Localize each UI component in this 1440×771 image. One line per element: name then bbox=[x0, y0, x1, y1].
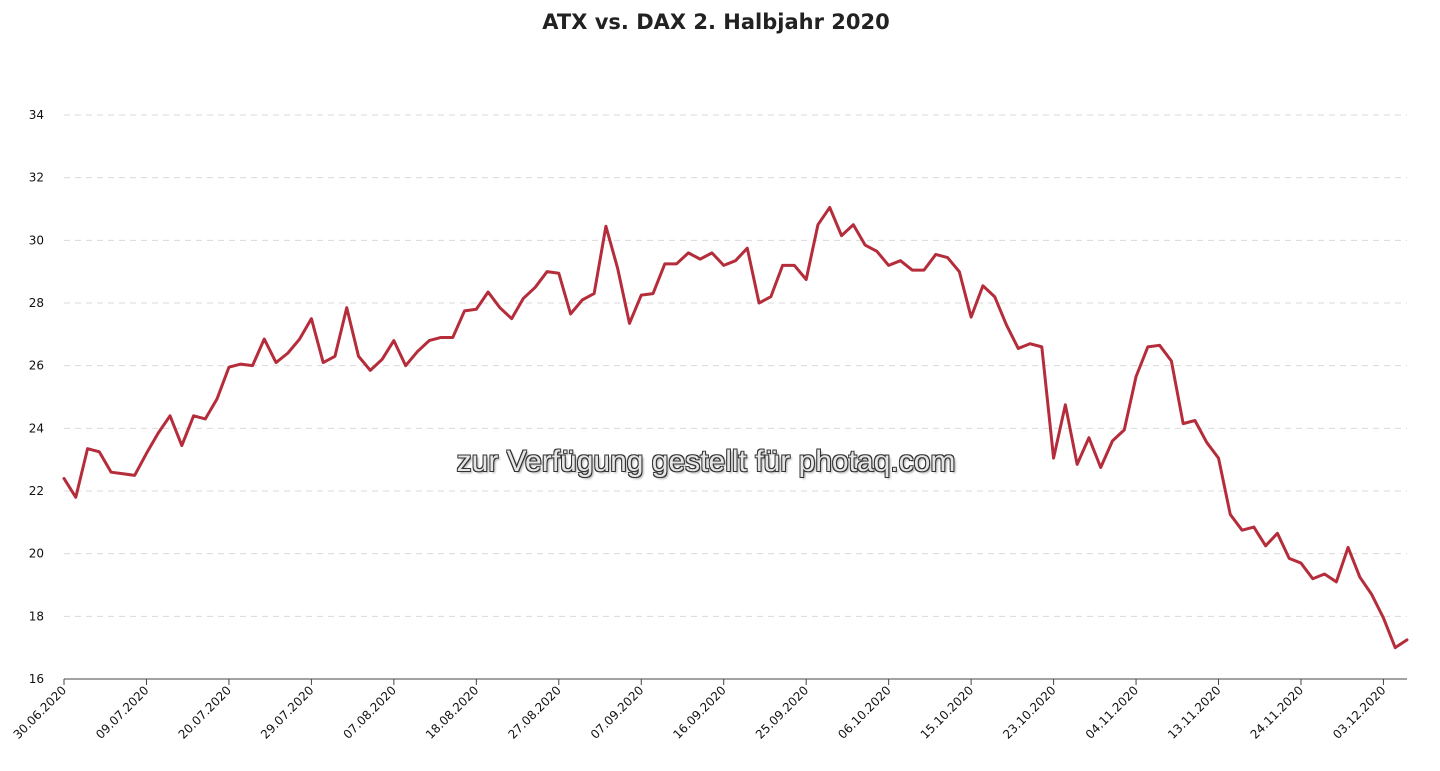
x-tick-label: 18.08.2020 bbox=[423, 683, 481, 741]
y-tick-label: 30 bbox=[29, 233, 44, 247]
x-tick-label: 16.09.2020 bbox=[670, 683, 728, 741]
x-tick-label: 24.11.2020 bbox=[1248, 683, 1306, 741]
chart-title: ATX vs. DAX 2. Halbjahr 2020 bbox=[542, 10, 890, 34]
x-tick-label: 13.11.2020 bbox=[1165, 683, 1223, 741]
x-tick-label: 30.06.2020 bbox=[11, 683, 69, 741]
y-tick-label: 32 bbox=[29, 171, 44, 185]
series-line bbox=[62, 205, 1409, 650]
x-tick-label: 07.09.2020 bbox=[588, 683, 646, 741]
y-tick-label: 26 bbox=[29, 359, 44, 373]
x-tick-label: 06.10.2020 bbox=[835, 683, 893, 741]
x-tick-label: 04.11.2020 bbox=[1083, 683, 1141, 741]
x-tick-label: 09.07.2020 bbox=[93, 683, 151, 741]
x-tick-label: 29.07.2020 bbox=[258, 683, 316, 741]
y-tick-label: 18 bbox=[29, 609, 44, 623]
x-tick-label: 25.09.2020 bbox=[753, 683, 811, 741]
y-tick-label: 34 bbox=[29, 108, 44, 122]
y-tick-label: 22 bbox=[29, 484, 44, 498]
y-tick-label: 16 bbox=[29, 672, 44, 686]
x-tick-label: 03.12.2020 bbox=[1330, 683, 1388, 741]
x-tick-label: 23.10.2020 bbox=[1000, 683, 1058, 741]
x-tick-label: 15.10.2020 bbox=[918, 683, 976, 741]
grid-layer bbox=[64, 114, 1407, 617]
x-tick-label: 07.08.2020 bbox=[340, 683, 398, 741]
y-tick-label: 24 bbox=[29, 421, 44, 435]
x-tick-label: 27.08.2020 bbox=[505, 683, 563, 741]
series-layer bbox=[62, 205, 1409, 650]
y-tick-label: 20 bbox=[29, 547, 44, 561]
y-tick-label: 28 bbox=[29, 296, 44, 310]
x-tick-label: 20.07.2020 bbox=[176, 683, 234, 741]
